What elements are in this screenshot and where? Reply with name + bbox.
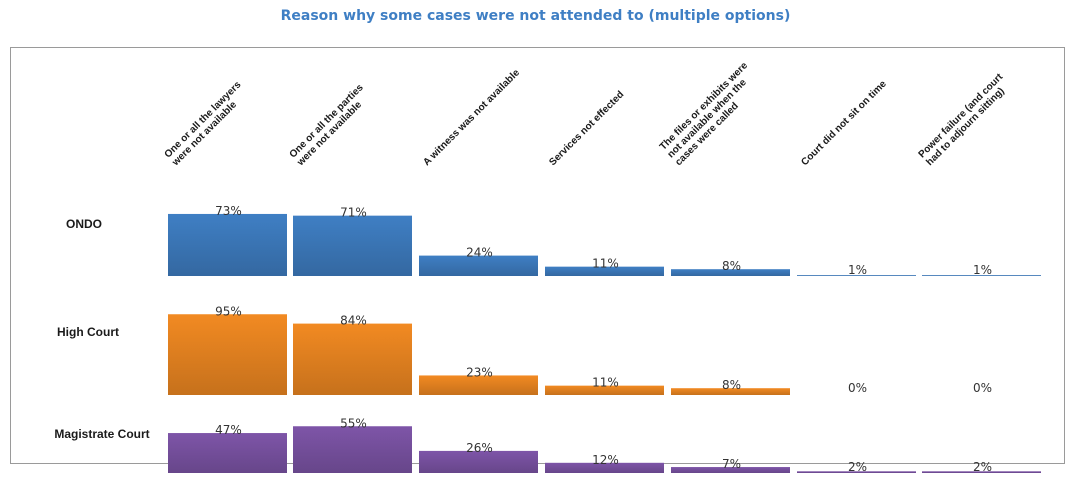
bar-2-3 [419,375,538,395]
bar-3-4 [545,462,664,473]
data-label-1-5: 8% [722,259,741,273]
data-label-3-1: 47% [215,423,242,437]
category-label-5: The files or exhibits werenot available … [658,60,766,168]
bar-1-4 [545,266,664,276]
data-label-1-2: 71% [340,206,367,220]
bar-1-2 [293,215,412,276]
category-label-2: One or all the partieswere not available [287,82,374,169]
data-label-3-7: 2% [973,460,992,474]
bar-3-5 [671,467,790,473]
data-label-3-2: 55% [340,416,367,430]
data-label-2-1: 95% [215,304,242,318]
data-label-1-3: 24% [466,246,493,260]
bar-1-5 [671,269,790,276]
bar-3-3 [419,450,538,473]
bar-1-3 [419,255,538,276]
data-label-2-2: 84% [340,314,367,328]
bar-2-2 [293,323,412,395]
bar-3-2 [293,426,412,473]
data-label-2-6: 0% [848,381,867,395]
data-label-2-7: 0% [973,381,992,395]
category-label-7: Power failure (and courthad to adjourn s… [917,71,1014,168]
data-label-1-6: 1% [848,263,867,277]
series-label-1: ONDO [66,217,102,231]
data-label-2-3: 23% [466,365,493,379]
data-label-3-5: 7% [722,457,741,471]
chart-title: Reason why some cases were not attended … [280,8,791,24]
data-label-3-4: 12% [592,453,619,467]
category-label-3: A witness was not available [421,67,522,168]
data-label-1-4: 11% [592,257,619,271]
series-label-2: High Court [57,325,119,339]
data-label-1-1: 73% [215,204,242,218]
series-label-3: Magistrate Court [54,427,149,441]
bar-3-1 [168,433,287,473]
category-label-4: Services not effected [547,89,626,168]
category-label-1: One or all the lawyerswere not available [162,79,252,169]
bar-1-7 [922,275,1041,276]
bar-2-4 [545,385,664,395]
data-label-2-4: 11% [592,376,619,390]
data-label-3-6: 2% [848,460,867,474]
bar-1-6 [797,275,916,276]
data-label-3-3: 26% [466,441,493,455]
data-label-2-5: 8% [722,378,741,392]
data-label-1-7: 1% [973,263,992,277]
bar-2-5 [671,388,790,395]
category-label-6: Court did not sit on time [799,78,889,168]
bar-2-1 [168,314,287,395]
bar-3-7 [922,471,1041,473]
bar-1-1 [168,213,287,276]
bar-3-6 [797,471,916,473]
